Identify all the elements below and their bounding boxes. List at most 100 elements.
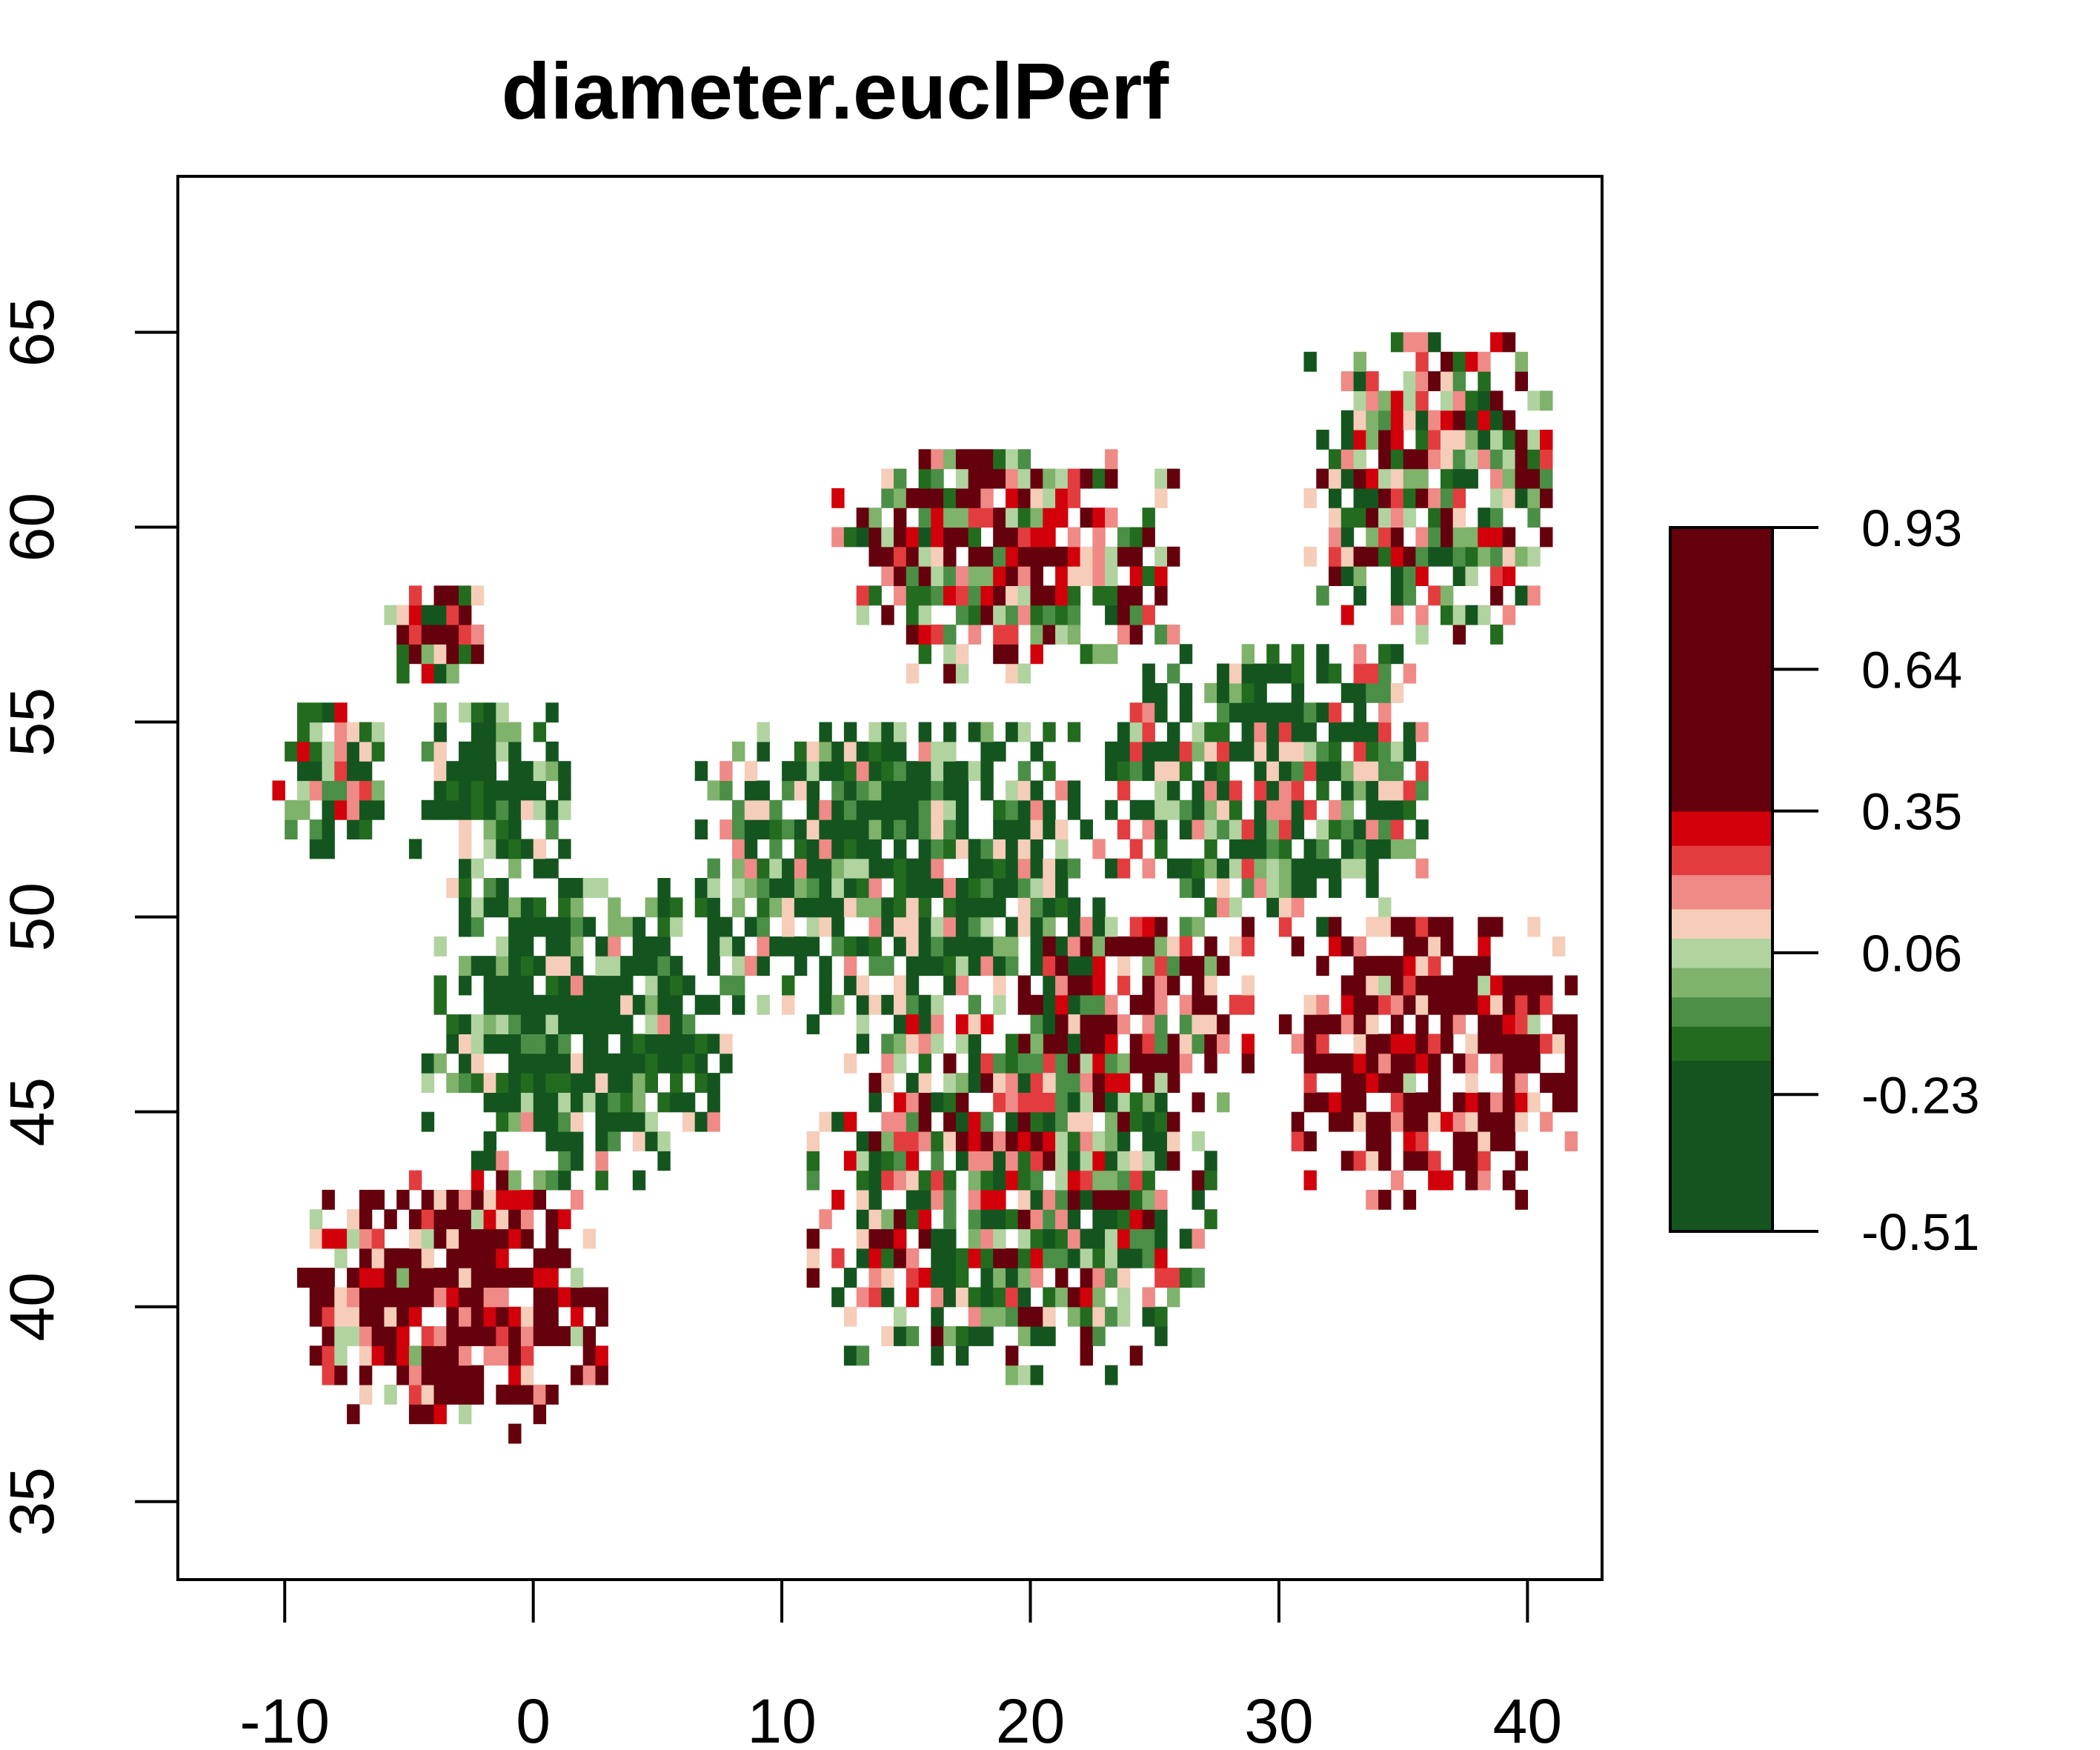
heatmap-cell: [1403, 994, 1417, 1015]
heatmap-cell: [1179, 878, 1193, 898]
heatmap-cell: [1154, 546, 1168, 567]
chart-title: diameter.euclPerf: [502, 46, 1169, 136]
heatmap-cell: [359, 1248, 373, 1268]
heatmap-cell: [433, 936, 447, 956]
heatmap-cell: [595, 878, 608, 898]
heatmap-cell: [1167, 1053, 1180, 1074]
heatmap-cell: [1043, 916, 1056, 937]
heatmap-cell: [1117, 1268, 1131, 1288]
heatmap-cell: [1502, 1073, 1516, 1093]
heatmap-cell: [496, 1326, 509, 1346]
heatmap-cell: [943, 1073, 957, 1093]
heatmap-cell: [1204, 897, 1217, 918]
heatmap-cell: [359, 780, 373, 801]
heatmap-cell: [1329, 566, 1342, 586]
heatmap-cell: [1006, 1345, 1019, 1366]
heatmap-cell: [1390, 468, 1404, 489]
heatmap-cell: [1502, 1092, 1516, 1113]
heatmap-cell: [806, 1228, 820, 1249]
heatmap-cell: [1527, 975, 1541, 996]
heatmap-cell: [1204, 1209, 1217, 1230]
heatmap-cell: [993, 1151, 1006, 1171]
heatmap-cell: [1006, 819, 1019, 839]
heatmap-cell: [1340, 1111, 1355, 1132]
heatmap-cell: [1502, 488, 1516, 508]
heatmap-cell: [1092, 975, 1106, 996]
heatmap-cell: [1204, 819, 1217, 839]
heatmap-cell: [1117, 741, 1131, 762]
heatmap-cell: [459, 1404, 472, 1425]
heatmap-cell: [1465, 1034, 1478, 1054]
heatmap-cell: [545, 1073, 559, 1093]
heatmap-cell: [732, 936, 745, 956]
heatmap-cell: [582, 1287, 597, 1308]
heatmap-cell: [545, 741, 559, 762]
heatmap-cell: [856, 994, 870, 1015]
heatmap-cell: [1366, 741, 1379, 762]
heatmap-cell: [520, 1111, 534, 1132]
heatmap-cell: [955, 897, 969, 918]
heatmap-cell: [1204, 1014, 1217, 1034]
heatmap-cell: [1129, 1228, 1143, 1249]
heatmap-cell: [1080, 644, 1093, 665]
heatmap-cell: [744, 839, 758, 859]
heatmap-cell: [1329, 1092, 1342, 1113]
heatmap-cell: [1390, 956, 1404, 977]
heatmap-cell: [831, 488, 845, 508]
heatmap-cell: [732, 819, 745, 839]
heatmap-cell: [782, 916, 795, 937]
heatmap-cell: [645, 994, 658, 1015]
heatmap-cell: [968, 1034, 982, 1054]
heatmap-cell: [645, 1034, 658, 1054]
heatmap-cell: [1266, 722, 1280, 742]
heatmap-cell: [918, 1073, 931, 1093]
heatmap-cell: [856, 585, 870, 606]
heatmap-cell: [620, 1034, 634, 1054]
heatmap-cell: [968, 858, 982, 879]
heatmap-cell: [1129, 702, 1143, 723]
heatmap-cell: [1167, 1268, 1180, 1288]
heatmap-cell: [508, 1209, 522, 1230]
heatmap-cell: [1415, 819, 1429, 839]
heatmap-cell: [819, 1111, 832, 1132]
heatmap-cell: [955, 1014, 969, 1034]
heatmap-cell: [1167, 761, 1180, 782]
y-tick-label: 35: [0, 1467, 67, 1536]
heatmap-cell: [1105, 1209, 1118, 1230]
heatmap-cell: [1390, 839, 1404, 859]
heatmap-cell: [471, 1326, 485, 1346]
heatmap-cell: [558, 799, 571, 820]
heatmap-cell: [533, 1014, 547, 1034]
heatmap-cell: [720, 936, 733, 956]
heatmap-cell: [433, 1209, 447, 1230]
heatmap-cell: [1552, 1014, 1566, 1034]
heatmap-cell: [918, 508, 931, 528]
heatmap-cell: [322, 839, 335, 859]
heatmap-cell: [943, 488, 957, 508]
heatmap-cell: [1266, 839, 1280, 859]
heatmap-cell: [1378, 799, 1392, 820]
heatmap-cell: [806, 1170, 820, 1191]
heatmap-cell: [1080, 1287, 1093, 1308]
heatmap-cell: [533, 1053, 547, 1074]
heatmap-cell: [918, 625, 931, 645]
heatmap-cell: [520, 975, 534, 996]
heatmap-cell: [595, 1111, 608, 1132]
heatmap-cell: [1254, 663, 1267, 684]
heatmap-cell: [1329, 488, 1342, 508]
heatmap-cell: [433, 663, 447, 684]
heatmap-cell: [1217, 956, 1230, 977]
heatmap-cell: [993, 625, 1006, 645]
heatmap-cell: [868, 1228, 882, 1249]
heatmap-cell: [931, 1092, 944, 1113]
heatmap-cell: [1291, 878, 1305, 898]
heatmap-cell: [1329, 819, 1342, 839]
heatmap-cell: [769, 897, 782, 918]
heatmap-cell: [347, 1228, 360, 1249]
heatmap-cell: [906, 799, 920, 820]
heatmap-cell: [1527, 1053, 1541, 1074]
heatmap-cell: [459, 1384, 472, 1405]
heatmap-cell: [980, 897, 994, 918]
heatmap-cell: [471, 702, 485, 723]
heatmap-cell: [1353, 410, 1366, 430]
